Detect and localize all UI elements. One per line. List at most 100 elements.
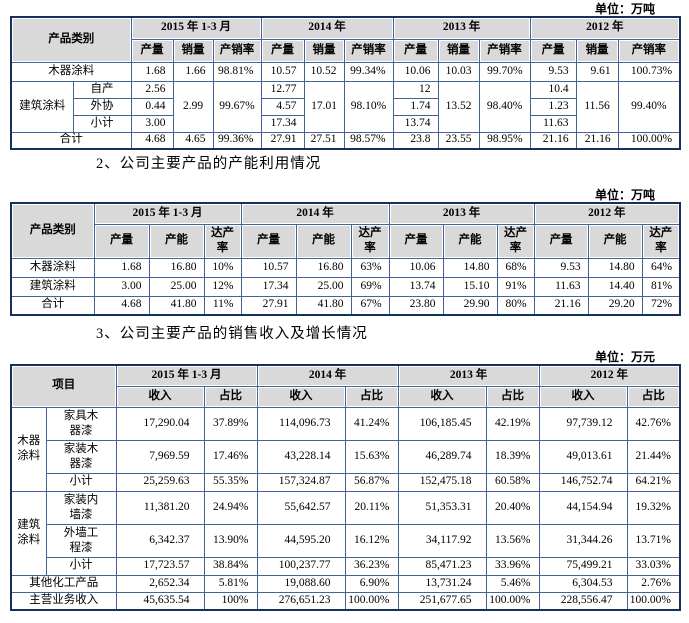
value-cell: 55,642.57 [256,490,346,525]
period-header: 2014 年 [260,16,394,40]
value-cell: 1.68 [93,257,150,278]
value-cell: 12 [392,80,439,99]
value-cell: 44,154.94 [538,490,628,525]
value-cell: 33.03% [626,556,681,576]
value-cell: 4.68 [130,131,174,150]
item-header: 项目 [10,364,117,408]
value-cell: 27.51 [303,131,345,150]
table-row: 木器涂料 1.68 1.66 98.81% 10.57 10.52 99.34%… [10,61,681,82]
value-cell: 11% [203,295,242,316]
value-cell: 11,381.20 [115,490,205,525]
value-cell: 98.95% [478,131,531,150]
value-cell: 27.91 [260,131,305,150]
unit-label-tons-1: 单位：万吨 [594,2,655,16]
table-row: 产量 产能 达产 率 产量 产能 达产 率 产量 产能 达产 率 产量 产能 达… [11,223,681,259]
value-cell: 25.00 [295,276,352,297]
value-cell: 100.00% [344,591,399,611]
value-cell: 41.80 [295,295,352,316]
value-cell: 11.63 [529,114,577,133]
section-3-heading: 3、公司主要产品的销售收入及增长情况 [96,326,368,342]
value-cell: 24.94% [203,490,258,525]
table-row: 木器涂料 1.68 16.80 10% 10.57 16.80 63% 10.0… [10,257,681,278]
col-header: 产销率 [343,38,394,63]
value-cell: 100.73% [617,61,681,82]
col-header: 产量 [93,223,150,259]
value-cell: 1.74 [392,97,439,116]
col-header: 产量 [533,223,589,259]
col-header: 达产 率 [641,223,681,259]
value-cell: 11.56 [575,80,619,133]
col-header: 产量 [529,38,577,63]
row-label: 家具木 器漆 [45,406,117,441]
table-row: 收入 占比 收入 占比 收入 占比 收入 占比 [11,385,681,408]
table-row: 小计 25,259.63 55.35% 157,324.87 56.87% 15… [11,472,681,492]
value-cell: 42.76% [626,406,681,441]
value-cell: 13.90% [203,523,258,558]
value-cell: 17.34 [240,276,297,297]
period-header: 2013 年 [397,364,540,387]
value-cell: 46,289.74 [397,439,487,474]
value-cell: 11.63 [533,276,589,297]
value-cell: 69% [350,276,390,297]
row-label-wood-coatings: 木器涂料 [10,61,132,82]
value-cell: 157,324.87 [256,472,346,492]
value-cell: 41.80 [148,295,205,316]
col-header: 销量 [437,38,480,63]
value-cell: 10.4 [529,80,577,99]
row-label-building-coatings: 建筑涂料 [10,276,95,297]
value-cell: 44,595.20 [256,523,346,558]
value-cell: 16.80 [295,257,352,278]
sub-row-label: 自产 [72,80,132,99]
row-label-main-business-revenue: 主营业务收入 [10,591,117,611]
value-cell: 21.16 [575,131,619,150]
value-cell: 21.16 [529,131,577,150]
unit-label-yuan: 单位：万元 [594,350,655,364]
value-cell: 13.74 [392,114,439,133]
value-cell: 6,342.37 [115,523,205,558]
value-cell: 100.00% [626,591,681,611]
period-header: 2015 年 1-3 月 [115,364,258,387]
value-cell: 10.06 [388,257,444,278]
value-cell: 29.90 [442,295,498,316]
sub-row-label: 小计 [72,114,132,133]
period-header: 2012 年 [533,202,681,225]
value-cell: 91% [496,276,535,297]
value-cell: 98.57% [343,131,394,150]
sub-row-label: 外协 [72,97,132,116]
row-label: 家装内 墙漆 [45,490,117,525]
group-label-wood-coatings: 木器 涂料 [10,406,47,492]
value-cell: 21.16 [533,295,589,316]
col-header: 收入 [538,385,628,408]
value-cell: 64.21% [626,472,681,492]
period-header: 2012 年 [529,16,681,40]
col-header: 销量 [172,38,214,63]
value-cell: 14.80 [442,257,498,278]
table-row: 合计 4.68 4.65 99.36% 27.91 27.51 98.57% 2… [10,131,681,150]
production-sales-table: 产品类别 2015 年 1-3 月 2014 年 2013 年 2012 年 产… [10,16,682,150]
value-cell: 1.23 [529,97,577,116]
value-cell: 98.10% [343,80,394,133]
col-header: 占比 [626,385,681,408]
table-row: 其他化工产品 2,652.34 5.81% 19,088.60 6.90% 13… [10,574,681,593]
value-cell: 20.11% [344,490,399,525]
col-header: 占比 [203,385,258,408]
row-label-wood-coatings: 木器涂料 [10,257,95,278]
period-header: 2013 年 [392,16,531,40]
value-cell: 99.34% [343,61,394,82]
value-cell: 42.19% [485,406,540,441]
value-cell: 7,969.59 [115,439,205,474]
table-row: 产品类别 2015 年 1-3 月 2014 年 2013 年 2012 年 [10,16,681,63]
col-header: 占比 [344,385,399,408]
col-header: 产能 [587,223,643,259]
value-cell: 9.53 [533,257,589,278]
period-header: 2012 年 [538,364,681,387]
value-cell: 13,731.24 [397,574,487,593]
col-header: 达产 率 [203,223,242,259]
value-cell: 10.57 [260,61,305,82]
value-cell: 45,635.54 [115,591,205,611]
value-cell: 17,723.57 [115,556,205,576]
period-header: 2015 年 1-3 月 [130,16,262,40]
table-row: 外墙工 程漆 6,342.37 13.90% 44,595.20 16.12% … [11,523,681,558]
row-label: 家装木 器漆 [45,439,117,474]
